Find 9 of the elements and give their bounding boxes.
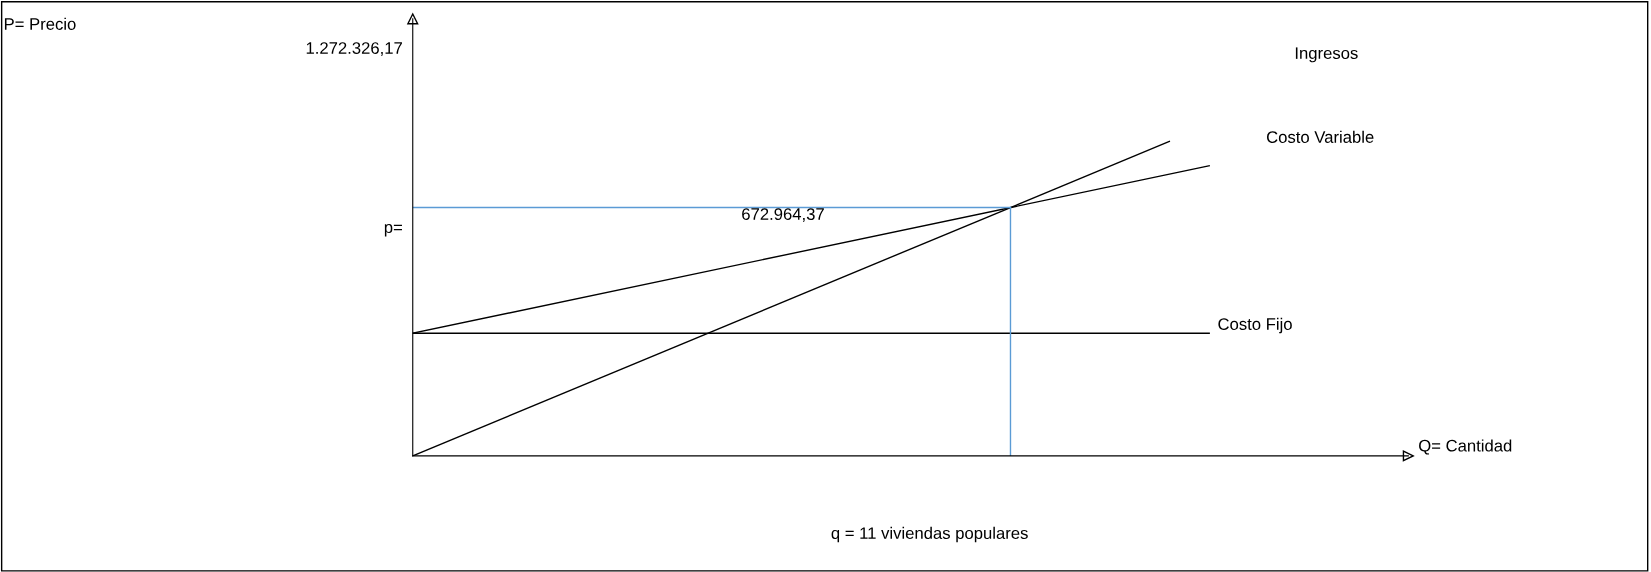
text: Costo Variable — [1266, 130, 1374, 143]
text: 1.272.326,17 — [306, 42, 402, 56]
text: P= Precio — [4, 17, 76, 30]
text: Ingresos — [1295, 47, 1358, 63]
text: p= — [384, 223, 402, 237]
text: q = 11 viviendas populares — [831, 526, 1028, 543]
x-axis-title: Q= Cantidad — [1419, 439, 1512, 455]
series-label: Costo Fijo — [1218, 317, 1292, 334]
annotation: 672.964,37 — [742, 208, 824, 222]
